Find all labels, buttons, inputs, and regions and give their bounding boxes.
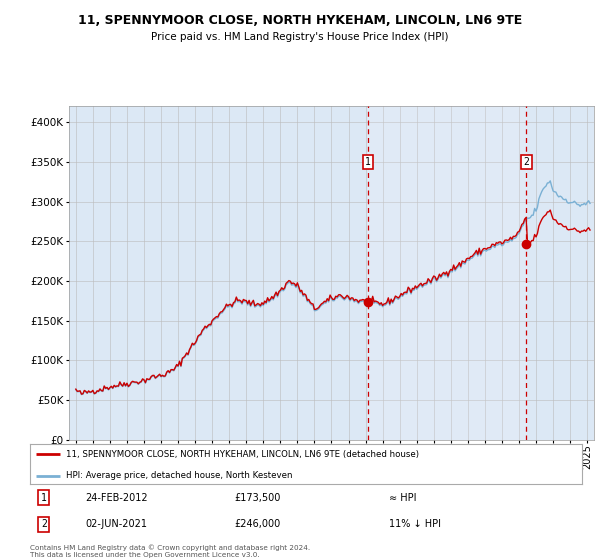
Text: 11, SPENNYMOOR CLOSE, NORTH HYKEHAM, LINCOLN, LN6 9TE (detached house): 11, SPENNYMOOR CLOSE, NORTH HYKEHAM, LIN… (66, 450, 419, 459)
Bar (368, 106, 526, 440)
Text: ≈ HPI: ≈ HPI (389, 492, 416, 502)
Text: 2: 2 (523, 157, 529, 167)
Text: 1: 1 (41, 492, 47, 502)
Text: This data is licensed under the Open Government Licence v3.0.: This data is licensed under the Open Gov… (30, 552, 260, 558)
Text: Contains HM Land Registry data © Crown copyright and database right 2024.: Contains HM Land Registry data © Crown c… (30, 544, 310, 551)
Text: 24-FEB-2012: 24-FEB-2012 (85, 492, 148, 502)
Text: £173,500: £173,500 (234, 492, 281, 502)
Text: 11, SPENNYMOOR CLOSE, NORTH HYKEHAM, LINCOLN, LN6 9TE: 11, SPENNYMOOR CLOSE, NORTH HYKEHAM, LIN… (78, 14, 522, 27)
Text: £246,000: £246,000 (234, 519, 280, 529)
Text: 11% ↓ HPI: 11% ↓ HPI (389, 519, 441, 529)
Text: 1: 1 (365, 157, 371, 167)
Text: 2: 2 (41, 519, 47, 529)
Text: 02-JUN-2021: 02-JUN-2021 (85, 519, 147, 529)
Text: Price paid vs. HM Land Registry's House Price Index (HPI): Price paid vs. HM Land Registry's House … (151, 32, 449, 43)
Text: HPI: Average price, detached house, North Kesteven: HPI: Average price, detached house, Nort… (66, 471, 292, 480)
